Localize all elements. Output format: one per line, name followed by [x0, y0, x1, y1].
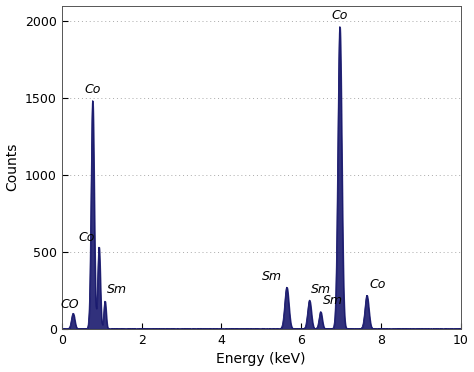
Text: Sm: Sm: [311, 283, 331, 296]
Text: Sm: Sm: [323, 294, 343, 307]
Text: Co: Co: [84, 83, 101, 96]
Text: CO: CO: [61, 298, 79, 311]
Text: Sm: Sm: [107, 283, 127, 296]
Text: Co: Co: [370, 278, 386, 291]
X-axis label: Energy (keV): Energy (keV): [217, 352, 306, 366]
Text: Co: Co: [331, 10, 348, 22]
Y-axis label: Counts: Counts: [6, 143, 19, 192]
Text: Co: Co: [78, 231, 94, 244]
Text: Sm: Sm: [262, 270, 282, 283]
